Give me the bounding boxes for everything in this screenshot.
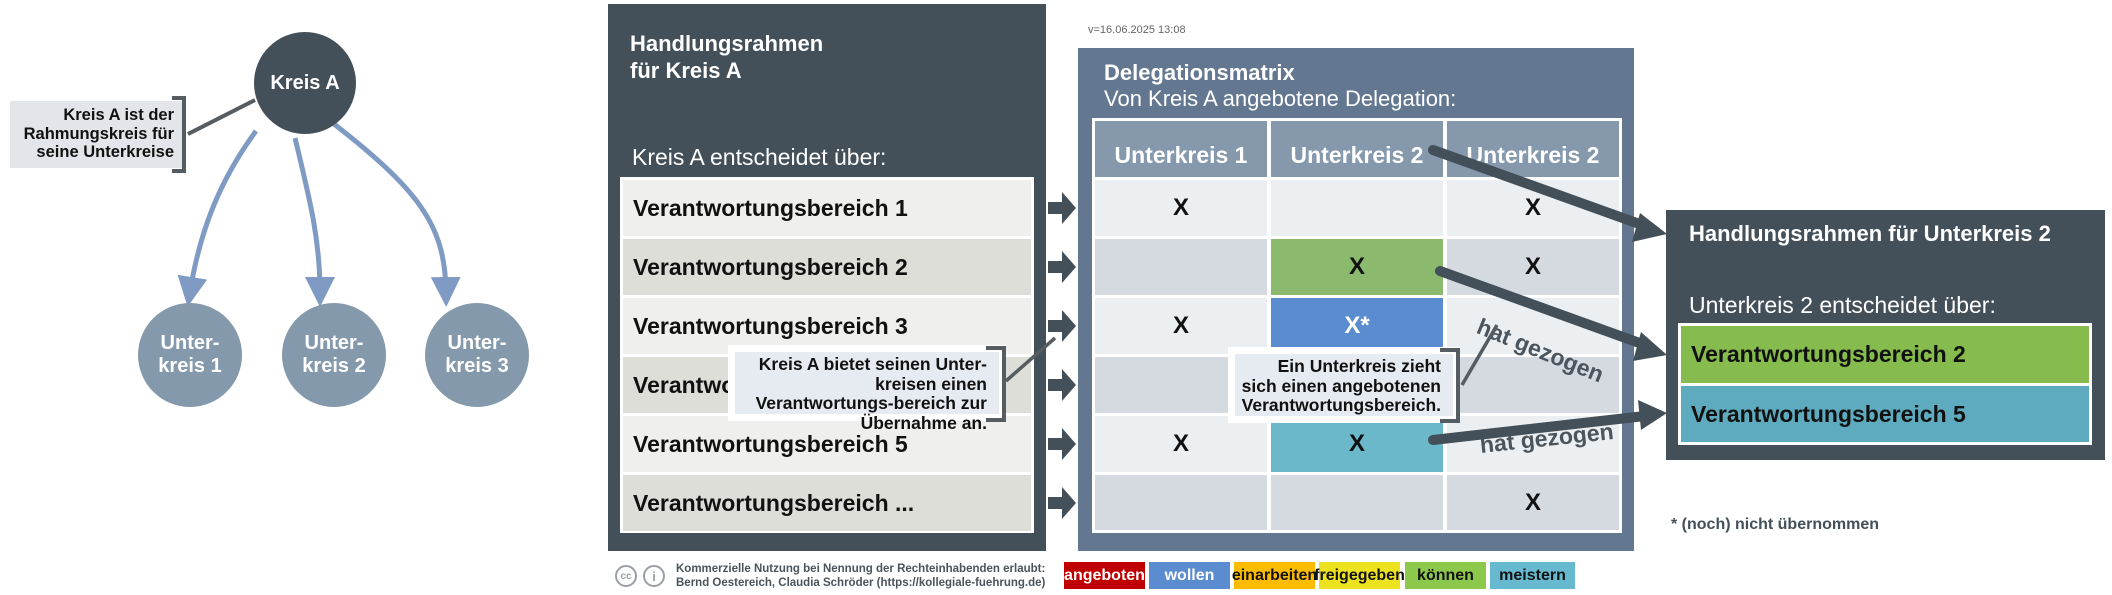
matrix-cell-r3-c2-wollen: X*	[1271, 298, 1443, 354]
matrix-col-header-1: Unterkreis 1	[1095, 121, 1267, 177]
verantwortungsbereich-row-5: Verantwortungsbereich 5	[623, 416, 1031, 472]
matrix-cell-r5-c2-meistern: X	[1271, 416, 1443, 472]
matrix-title: Delegationsmatrix	[1104, 60, 1295, 85]
handlungsrahmen-unterkreis-2-panel: Handlungsrahmen für Unterkreis 2 Unterkr…	[1666, 210, 2105, 460]
unterkreis-1-line2: kreis 1	[158, 355, 222, 377]
handlungsrahmen-a-title-line1: Handlungsrahmen	[630, 31, 824, 56]
offer-callout-bracket	[986, 346, 1006, 422]
matrix-cell-r6-c1	[1095, 475, 1267, 530]
rahmungskreis-note: Kreis A ist der Rahmungskreis für seine …	[10, 101, 186, 168]
arrow-right-icon	[1048, 487, 1076, 519]
unterkreis-1-line1: Unter-	[160, 332, 220, 354]
handlungsrahmen-uk2-subtitle: Unterkreis 2 entscheidet über:	[1689, 292, 1996, 318]
verantwortungsbereich-row-2: Verantwortungsbereich 2	[623, 239, 1031, 295]
unterkreis-2-line1: Unter-	[304, 332, 364, 354]
arrow-head-icon	[1638, 400, 1667, 430]
matrix-cell-r4-c3	[1447, 357, 1619, 413]
legend-einarbeiten: einarbeiten	[1232, 562, 1317, 589]
verantwortungsbereich-row-3: Verantwortungsbereich 3	[623, 298, 1031, 354]
arrow-right-icon	[1048, 428, 1076, 460]
circle-unterkreis-2: Unter-kreis 2	[282, 303, 386, 407]
uk2-verantwortungsbereich-row-2: Verantwortungsbereich 5	[1681, 386, 2089, 442]
verantwortungsbereich-row-1: Verantwortungsbereich 1	[623, 180, 1031, 236]
matrix-cell-r6-c2	[1271, 475, 1443, 530]
legend-koennen: können	[1405, 562, 1486, 589]
circle-kreis-a: Kreis A	[254, 32, 356, 134]
version-label: v=16.06.2025 13:08	[1088, 24, 1186, 36]
license-text: Kommerzielle Nutzung bei Nennung der Rec…	[676, 562, 1045, 590]
note-bracket	[172, 96, 186, 173]
handlungsrahmen-kreis-a-panel: Handlungsrahmen für Kreis A Kreis A ents…	[608, 4, 1046, 551]
matrix-cell-r2-c1	[1095, 239, 1267, 295]
legend-freigegeben: freigegeben	[1314, 562, 1405, 589]
license-line-1: Kommerzielle Nutzung bei Nennung der Rec…	[676, 563, 1046, 575]
license-line-2: Bernd Oestereich, Claudia Schröder (http…	[676, 577, 1046, 589]
matrix-cell-r1-c2	[1271, 180, 1443, 236]
arrow-head-icon	[1632, 213, 1667, 242]
pull-callout-bracket	[1440, 348, 1460, 423]
circle-unterkreis-3: Unter-kreis 3	[425, 303, 529, 407]
arrow-right-icon	[1048, 192, 1076, 224]
legend-wollen: wollen	[1149, 562, 1230, 589]
circle-kreis-a-label: Kreis A	[270, 71, 340, 94]
kreis-a-offer-callout: Kreis A bietet seinen Unter-kreisen eine…	[728, 345, 1006, 432]
cc-license-icon: cc	[615, 565, 637, 587]
unterkreis-3-line1: Unter-	[447, 332, 507, 354]
legend-angeboten: angeboten	[1064, 562, 1145, 589]
cc-by-icon: i	[643, 565, 665, 587]
verantwortungsbereich-row-6: Verantwortungsbereich ...	[623, 475, 1031, 531]
arrow-right-icon	[1048, 369, 1076, 401]
handlungsrahmen-a-subtitle: Kreis A entscheidet über:	[632, 144, 887, 170]
matrix-subtitle: Von Kreis A angebotene Delegation:	[1104, 86, 1457, 111]
unterkreis-2-line2: kreis 2	[302, 355, 366, 377]
matrix-cell-r5-c1: X	[1095, 416, 1267, 472]
matrix-cell-r3-c1: X	[1095, 298, 1267, 354]
footnote: * (noch) nicht übernommen	[1671, 516, 1879, 533]
handlungsrahmen-a-title: Handlungsrahmen für Kreis A	[630, 30, 823, 84]
legend-meistern: meistern	[1490, 562, 1575, 589]
org-diagram-connectors	[177, 98, 461, 307]
matrix-col-header-2: Unterkreis 2	[1271, 121, 1443, 177]
row-arrows	[1048, 192, 1076, 519]
unterkreis2-verantwortungsbereich-list: Verantwortungsbereich 2 Verantwortungsbe…	[1678, 323, 2092, 445]
handlungsrahmen-uk2-title: Handlungsrahmen für Unterkreis 2	[1689, 221, 2051, 246]
uk2-verantwortungsbereich-row-1: Verantwortungsbereich 2	[1681, 326, 2089, 383]
circle-unterkreis-1: Unter-kreis 1	[138, 303, 242, 407]
unterkreis-pull-callout: Ein Unterkreis zieht sich einen angebote…	[1228, 347, 1460, 423]
delegation-matrix-table: Unterkreis 1 Unterkreis 2 Unterkreis 2 X…	[1092, 118, 1622, 533]
arrow-head-icon	[1633, 332, 1667, 361]
matrix-cell-r6-c3: X	[1447, 475, 1619, 530]
matrix-cell-r2-c2-koennen: X	[1271, 239, 1443, 295]
arrow-right-icon	[1048, 310, 1076, 342]
unterkreis-3-line2: kreis 3	[445, 355, 509, 377]
arrow-right-icon	[1048, 251, 1076, 283]
matrix-cell-r1-c1: X	[1095, 180, 1267, 236]
handlungsrahmen-a-title-line2: für Kreis A	[630, 58, 742, 83]
